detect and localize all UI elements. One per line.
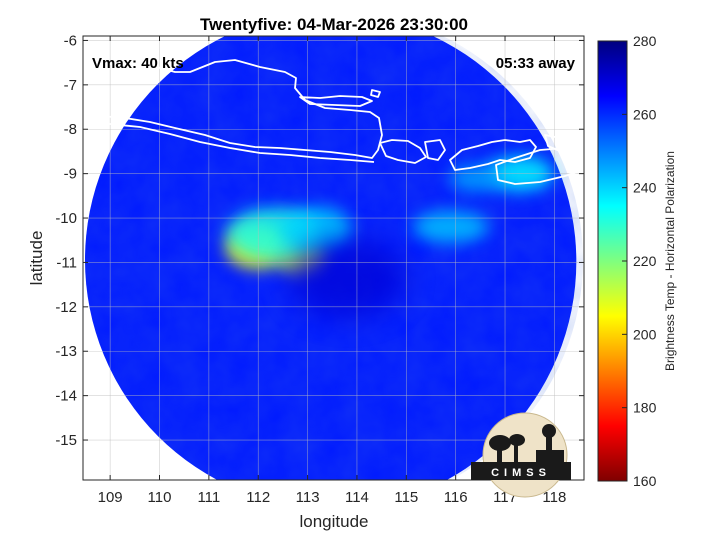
colorbar-tick-label: 220 [633,253,657,269]
swath-feature [449,164,502,193]
coastline-madura [299,95,373,107]
microwave-swath [85,36,583,480]
swath-feature [287,237,408,318]
x-tick-label: 113 [296,489,320,506]
swath-feature [412,210,489,243]
x-tick-label: 109 [98,489,123,506]
y-tick-label: -6 [64,32,77,49]
vmax-annotation: Vmax: 40 kts [92,55,184,72]
y-tick-label: -14 [55,388,77,405]
colorbar-tick-label: 240 [633,180,657,196]
y-tick-label: -9 [64,166,77,183]
y-tick-label: -10 [55,210,77,227]
colorbar: 160 180 200 220 240 260 280 Brightness Temp - … [597,33,677,489]
y-axis-label: latitude [27,231,46,286]
colorbar-tick-label: 260 [633,106,657,122]
y-tick-label: -13 [55,343,77,360]
x-axis-label: longitude [299,512,368,531]
coastline-lombok [424,139,446,161]
logo-text: CIMSS [491,467,551,479]
colorbar-ticks: 160 180 200 220 240 260 280 [622,33,657,489]
cimss-logo: CIMSS [471,412,571,498]
colorbar-tick-label: 160 [633,473,657,489]
chart-title: Twentyfive: 04-Mar-2026 23:30:00 [200,15,468,34]
y-tick-label: -15 [55,432,77,449]
x-axis: 109 110 111 112 113 114 115 116 117 118 [98,36,566,506]
x-tick-label: 114 [345,489,369,506]
coastline-java-south [83,123,375,163]
coastlines [83,59,584,185]
x-tick-label: 116 [444,489,468,506]
x-tick-label: 118 [542,489,566,506]
colorbar-label: Brightness Temp - Horizontal Polarizatio… [663,151,677,371]
coastline-bali [379,139,427,164]
time-away-annotation: 05:33 away [496,55,576,72]
x-tick-label: 110 [148,489,172,506]
y-tick-label: -7 [64,77,77,94]
axes-frame [82,35,585,481]
y-tick-label: -12 [55,299,77,316]
coastline-java [83,59,383,159]
coastline-sumbawa [449,139,537,171]
x-tick-label: 111 [197,489,220,506]
colorbar-tick-label: 180 [633,400,657,416]
coastline-flores [495,146,584,185]
logo-banner [471,462,571,480]
y-axis: -6 -7 -8 -9 -10 -11 -12 -13 -14 -15 [55,32,584,449]
coastline-islet [370,89,381,98]
y-tick-label: -8 [64,121,77,138]
colorbar-tick-label: 280 [633,33,657,49]
colorbar-tick-label: 200 [633,326,657,342]
coastline-islet-2 [544,134,573,153]
x-tick-label: 115 [394,489,418,506]
logo-dish-icon [489,434,525,462]
logo-tower-icon [536,424,564,462]
x-tick-label: 112 [246,489,270,506]
y-tick-label: -11 [56,254,77,271]
